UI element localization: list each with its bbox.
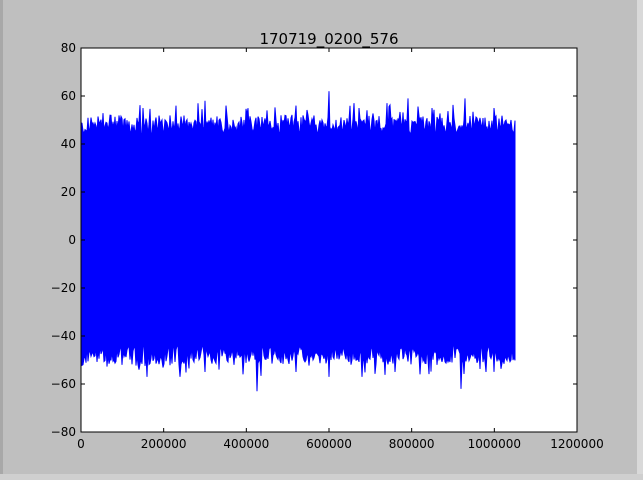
- y-tick-label: 60: [61, 89, 76, 103]
- y-tick-label: 80: [61, 41, 76, 55]
- chart-title: 170719_0200_576: [259, 30, 398, 49]
- tick-layer: 0 200000 400000 600000 800000 1000000 1200000 −…: [51, 41, 604, 451]
- y-tick-label: 0: [68, 233, 76, 247]
- window-edge-bottom: [0, 474, 643, 480]
- x-tick-label: 1200000: [550, 437, 603, 451]
- x-tick-label: 0: [77, 437, 85, 451]
- x-tick-label: 600000: [306, 437, 352, 451]
- y-tick-label: −60: [51, 377, 76, 391]
- y-tick-label: −20: [51, 281, 76, 295]
- y-tick-label: 20: [61, 185, 76, 199]
- x-tick-label: 800000: [389, 437, 435, 451]
- window-edge-right: [637, 0, 643, 480]
- signal-series-line: [80, 91, 516, 392]
- y-tick-label: −80: [51, 425, 76, 439]
- x-tick-label: 1000000: [468, 437, 521, 451]
- signal-layer: [80, 91, 516, 392]
- x-tick-label: 200000: [141, 437, 187, 451]
- window-edge-left: [0, 0, 3, 480]
- x-tick-label: 400000: [223, 437, 269, 451]
- y-tick-label: 40: [61, 137, 76, 151]
- y-tick-label: −40: [51, 329, 76, 343]
